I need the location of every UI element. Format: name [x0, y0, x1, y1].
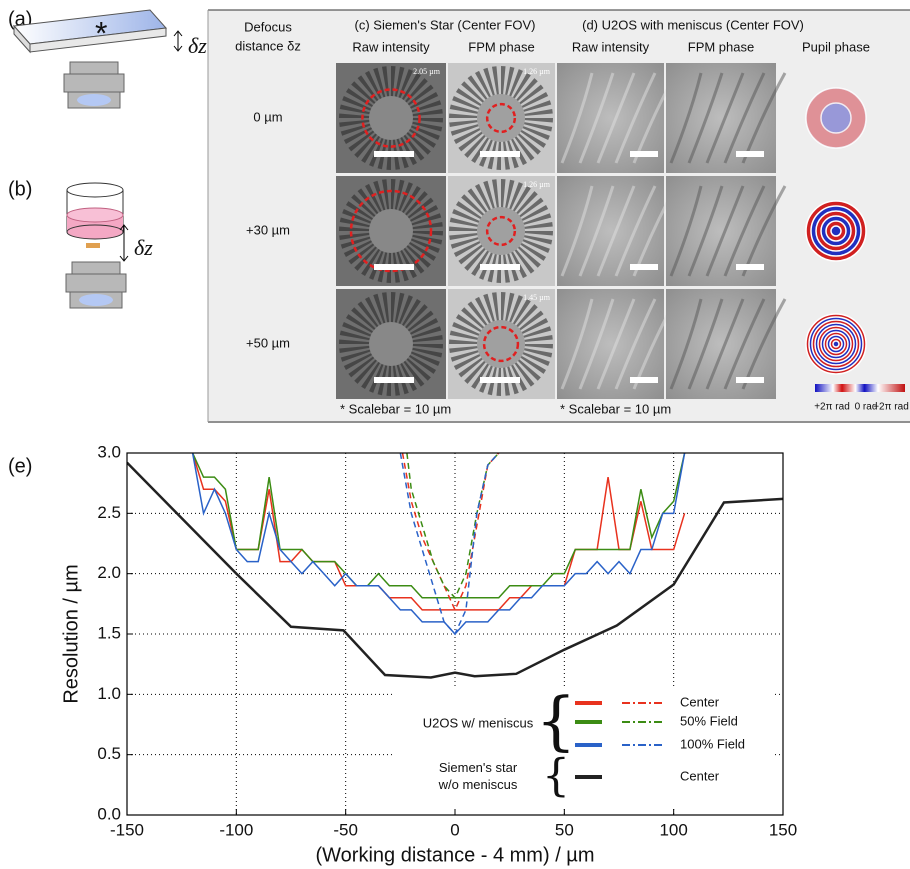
asterisk-icon: *	[95, 15, 107, 51]
scalebar	[630, 264, 658, 270]
legend-group-label: w/o meniscus	[438, 777, 518, 792]
star-center	[477, 207, 525, 255]
series-line	[193, 453, 685, 610]
legend-label: Center	[680, 694, 720, 709]
scalebar	[480, 264, 520, 270]
colorbar	[815, 384, 905, 392]
scalebar	[374, 377, 414, 383]
pupil-phase-ring	[833, 341, 839, 347]
column-header: Pupil phase	[802, 39, 870, 54]
legend-label: Center	[680, 768, 720, 783]
scalebar	[374, 264, 414, 270]
image-annotation: 2.05 µm	[413, 67, 441, 76]
series-line	[400, 453, 498, 634]
x-axis-label: (Working distance - 4 mm) / µm	[316, 844, 595, 866]
column-header: FPM phase	[468, 39, 534, 54]
y-tick-label: 0.5	[97, 744, 121, 763]
dish-illustration	[66, 183, 128, 308]
scalebar	[736, 151, 764, 157]
scalebar	[480, 377, 520, 383]
image-annotation: 1.45 µm	[523, 293, 551, 302]
pupil-phase-ring	[831, 226, 841, 236]
star-center	[369, 96, 413, 140]
y-tick-label: 2.0	[97, 563, 121, 582]
scalebar	[736, 377, 764, 383]
x-tick-label: -50	[333, 820, 358, 839]
pupil-phase-ring	[806, 88, 866, 148]
row-label: 0 µm	[253, 109, 282, 124]
scalebar	[736, 264, 764, 270]
x-tick-label: -100	[219, 820, 253, 839]
scalebar	[630, 151, 658, 157]
scalebar	[374, 151, 414, 157]
image-annotation: 1.26 µm	[523, 67, 551, 76]
defocus-symbol: δz	[134, 235, 153, 260]
scalebar	[630, 377, 658, 383]
legend-group-label: U2OS w/ meniscus	[423, 715, 534, 730]
panel-label: (b)	[8, 178, 32, 200]
colorbar-label: −2π rad	[873, 402, 909, 413]
series-line	[193, 453, 685, 634]
colorbar-label: +2π rad	[814, 402, 850, 413]
y-tick-label: 1.0	[97, 684, 121, 703]
star-center	[477, 94, 525, 142]
scalebar-note: * Scalebar = 10 µm	[560, 401, 671, 416]
slide-illustration: *	[14, 10, 182, 108]
x-tick-label: 50	[555, 820, 574, 839]
y-axis-label: Resolution / µm	[60, 564, 82, 703]
y-tick-label: 3.0	[97, 442, 121, 461]
figure: (a) * δz (b) δz Defocus distance δz (c) …	[0, 0, 910, 869]
defocus-symbol: δz	[188, 33, 207, 58]
x-tick-label: 150	[769, 820, 797, 839]
scalebar	[480, 151, 520, 157]
group-header: (d) U2OS with meniscus (Center FOV)	[582, 17, 804, 32]
y-tick-label: 1.5	[97, 623, 121, 642]
legend-label: 50% Field	[680, 713, 738, 728]
column-header: FPM phase	[688, 39, 754, 54]
row-label: +30 µm	[246, 222, 290, 237]
scalebar-note: * Scalebar = 10 µm	[340, 401, 451, 416]
legend-brace: {	[536, 685, 577, 759]
star-center	[369, 209, 413, 253]
image-annotation: 1.26 µm	[523, 180, 551, 189]
x-tick-label: 100	[659, 820, 687, 839]
column-header: distance δz	[235, 38, 301, 53]
legend-group-label: Siemen's star	[439, 760, 518, 775]
legend-brace: {	[542, 751, 570, 802]
x-tick-label: 0	[450, 820, 459, 839]
star-center	[369, 322, 413, 366]
panel-label: (e)	[8, 455, 32, 477]
row-label: +50 µm	[246, 335, 290, 350]
y-tick-label: 2.5	[97, 503, 121, 522]
column-header: Defocus	[244, 19, 292, 34]
column-header: Raw intensity	[352, 39, 430, 54]
group-header: (c) Siemen's Star (Center FOV)	[355, 17, 536, 32]
legend-label: 100% Field	[680, 736, 745, 751]
column-header: Raw intensity	[572, 39, 650, 54]
y-tick-label: 0.0	[97, 804, 121, 823]
